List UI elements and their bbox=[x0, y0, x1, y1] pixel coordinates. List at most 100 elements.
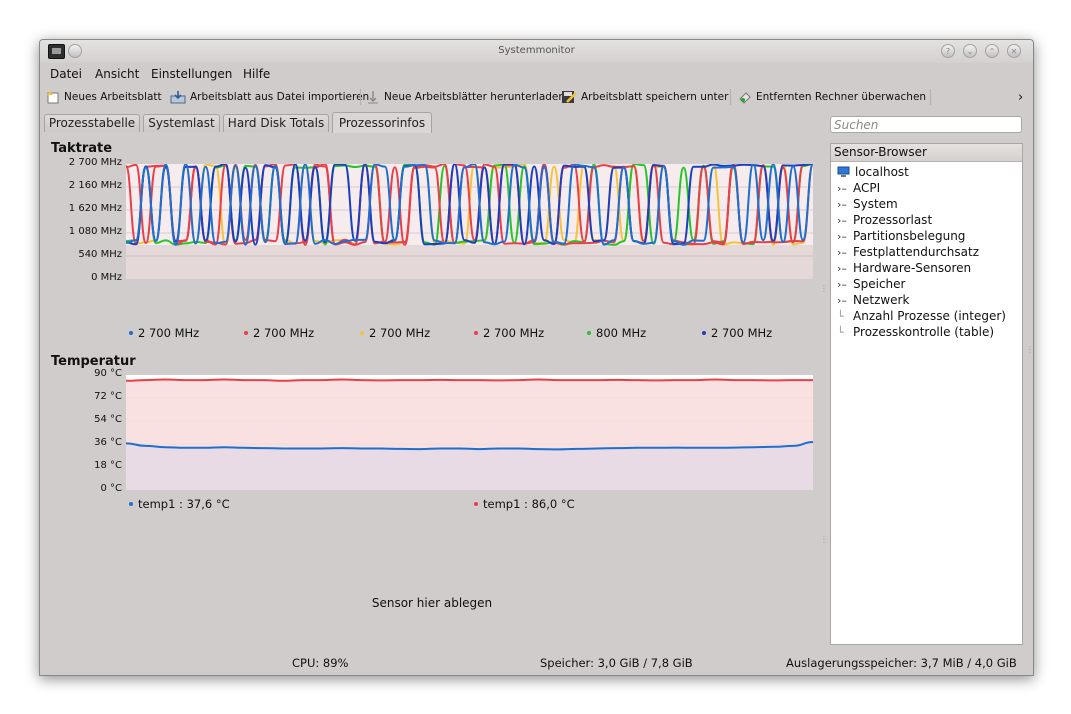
tab-hard-disk-totals[interactable]: Hard Disk Totals bbox=[223, 114, 329, 132]
title-bar[interactable]: Systemmonitor ? ⌄ ⌃ ✕ bbox=[40, 40, 1033, 63]
tree-item-localhost[interactable]: localhost bbox=[837, 164, 909, 180]
y-tick-label: 0 MHz bbox=[91, 272, 122, 283]
clock-chart[interactable] bbox=[126, 164, 813, 279]
expand-arrow-icon[interactable]: ›– bbox=[837, 198, 847, 211]
tree-item-label: Speicher bbox=[853, 277, 906, 291]
tree-item-speicher[interactable]: ›– Speicher bbox=[837, 276, 905, 292]
new-sheet-button[interactable]: Neues Arbeitsblatt bbox=[46, 87, 162, 107]
legend-item: temp1 : 86,0 °C bbox=[474, 497, 575, 511]
legend-color-dot bbox=[587, 330, 591, 335]
expand-arrow-icon[interactable]: ›– bbox=[837, 182, 847, 195]
legend-item: temp1 : 37,6 °C bbox=[129, 497, 230, 511]
memory-status: Speicher: 3,0 GiB / 7,8 GiB bbox=[540, 656, 693, 670]
expand-arrow-icon[interactable]: ›– bbox=[837, 214, 847, 227]
tree-item-prozessorlast[interactable]: ›– Prozessorlast bbox=[837, 212, 932, 228]
y-tick-label: 18 °C bbox=[94, 460, 122, 471]
tab-prozessorinfos[interactable]: Prozessorinfos bbox=[332, 112, 432, 133]
maximize-icon[interactable]: ⌃ bbox=[985, 44, 999, 58]
legend-color-dot bbox=[244, 330, 248, 335]
tree-item-netzwerk[interactable]: ›– Netzwerk bbox=[837, 292, 909, 308]
status-bar: CPU: 89% Speicher: 3,0 GiB / 7,8 GiB Aus… bbox=[40, 651, 1033, 673]
expand-arrow-icon[interactable]: ›– bbox=[837, 230, 847, 243]
y-tick-label: 2 160 MHz bbox=[68, 180, 122, 191]
legend-label: 2 700 MHz bbox=[138, 326, 200, 340]
menu-bar: Datei Ansicht Einstellungen Hilfe bbox=[40, 64, 1033, 84]
tree-item-hardware-sensoren[interactable]: ›– Hardware-Sensoren bbox=[837, 260, 971, 276]
sensor-browser-header[interactable]: Sensor-Browser bbox=[831, 144, 1022, 162]
splitter-handle[interactable]: ⋮ bbox=[820, 535, 828, 544]
window-title: Systemmonitor bbox=[498, 45, 575, 56]
legend-color-dot bbox=[129, 330, 133, 335]
tree-item-system[interactable]: ›– System bbox=[837, 196, 898, 212]
tree-item-label: Anzahl Prozesse (integer) bbox=[853, 309, 1006, 323]
save-sheet-as-label: Arbeitsblatt speichern unter bbox=[581, 91, 729, 103]
tab-prozesstabelle[interactable]: Prozesstabelle bbox=[44, 114, 140, 132]
legend-label: 800 MHz bbox=[596, 326, 647, 340]
help-icon[interactable]: ? bbox=[941, 44, 955, 58]
legend-item: 2 700 MHz bbox=[702, 326, 772, 340]
tree-item-label: System bbox=[853, 197, 898, 211]
toolbar-separator bbox=[730, 89, 731, 105]
toolbar-overflow-icon[interactable]: › bbox=[1018, 89, 1024, 105]
legend-color-dot bbox=[702, 330, 706, 335]
expand-arrow-icon[interactable]: ›– bbox=[837, 262, 847, 275]
legend-label: 2 700 MHz bbox=[483, 326, 545, 340]
pin-icon[interactable] bbox=[68, 44, 82, 58]
import-sheet-button[interactable]: Arbeitsblatt aus Datei importieren bbox=[170, 87, 369, 107]
legend-label: 2 700 MHz bbox=[711, 326, 773, 340]
y-tick-label: 54 °C bbox=[94, 414, 122, 425]
close-icon[interactable]: ✕ bbox=[1007, 44, 1021, 58]
download-sheets-label: Neue Arbeitsblätter herunterladen bbox=[384, 91, 566, 103]
area-fill bbox=[126, 244, 813, 279]
tree-branch-icon: └ bbox=[837, 326, 844, 339]
clock-series-line bbox=[126, 164, 813, 246]
expand-arrow-icon[interactable]: ›– bbox=[837, 294, 847, 307]
sheet-content: Taktrate 0 MHz 540 MHz 1 080 MHz 1 620 MHz 2… bbox=[44, 132, 828, 646]
monitor-remote-label: Entfernten Rechner überwachen bbox=[756, 91, 927, 103]
minimize-icon[interactable]: ⌄ bbox=[963, 44, 977, 58]
new-document-icon bbox=[46, 90, 60, 104]
remote-host-icon bbox=[738, 90, 752, 104]
sensor-drop-zone[interactable]: Sensor hier ablegen bbox=[371, 596, 493, 610]
expand-arrow-icon[interactable]: ›– bbox=[837, 246, 847, 259]
clock-panel-title: Taktrate bbox=[51, 141, 113, 156]
menu-ansicht[interactable]: Ansicht bbox=[95, 67, 140, 81]
menu-datei[interactable]: Datei bbox=[50, 67, 83, 81]
legend-label: 2 700 MHz bbox=[369, 326, 431, 340]
y-tick-label: 1 620 MHz bbox=[68, 203, 122, 214]
tree-item-label: Prozessorlast bbox=[853, 213, 933, 227]
download-sheets-button[interactable]: Neue Arbeitsblätter herunterladen bbox=[366, 87, 565, 107]
temperature-area bbox=[126, 442, 813, 490]
menu-hilfe[interactable]: Hilfe bbox=[243, 67, 271, 81]
tree-item-label: Prozesskontrolle (table) bbox=[853, 325, 995, 339]
legend-item: 800 MHz bbox=[587, 326, 646, 340]
temperature-chart[interactable] bbox=[126, 375, 813, 490]
monitor-remote-button[interactable]: Entfernten Rechner überwachen bbox=[738, 87, 926, 107]
tree-item-anzahl-prozesse-integer[interactable]: └ Anzahl Prozesse (integer) bbox=[837, 308, 1006, 324]
legend-label: 2 700 MHz bbox=[253, 326, 315, 340]
save-sheet-as-button[interactable]: Arbeitsblatt speichern unter bbox=[561, 87, 728, 107]
splitter-handle[interactable]: ⋮ bbox=[820, 284, 828, 293]
tree-item-acpi[interactable]: ›– ACPI bbox=[837, 180, 880, 196]
toolbar-separator bbox=[360, 89, 361, 105]
search-input[interactable] bbox=[830, 116, 1022, 133]
tree-item-label: Partitionsbelegung bbox=[853, 229, 966, 243]
legend-item: 2 700 MHz bbox=[244, 326, 314, 340]
tree-item-festplattendurchsatz[interactable]: ›– Festplattendurchsatz bbox=[837, 244, 979, 260]
tab-systemlast[interactable]: Systemlast bbox=[143, 114, 220, 132]
cpu-status: CPU: 89% bbox=[292, 656, 349, 670]
toolbar: Neues Arbeitsblatt Arbeitsblatt aus Date… bbox=[40, 85, 1033, 109]
import-icon bbox=[170, 90, 186, 104]
swap-status: Auslagerungsspeicher: 3,7 MiB / 4,0 GiB bbox=[786, 656, 1017, 670]
legend-color-dot bbox=[360, 330, 364, 335]
sidebar-splitter-handle[interactable]: ⋮ bbox=[1026, 345, 1034, 354]
y-tick-label: 540 MHz bbox=[78, 249, 122, 260]
app-icon[interactable] bbox=[48, 44, 65, 59]
tree-item-prozesskontrolle-table[interactable]: └ Prozesskontrolle (table) bbox=[837, 324, 994, 340]
expand-arrow-icon[interactable]: ›– bbox=[837, 278, 847, 291]
clock-series-line bbox=[126, 164, 813, 246]
menu-einstellungen[interactable]: Einstellungen bbox=[151, 67, 233, 81]
tree-item-partitionsbelegung[interactable]: ›– Partitionsbelegung bbox=[837, 228, 965, 244]
legend-label: temp1 : 86,0 °C bbox=[483, 497, 575, 511]
tree-branch-icon: └ bbox=[837, 310, 844, 323]
